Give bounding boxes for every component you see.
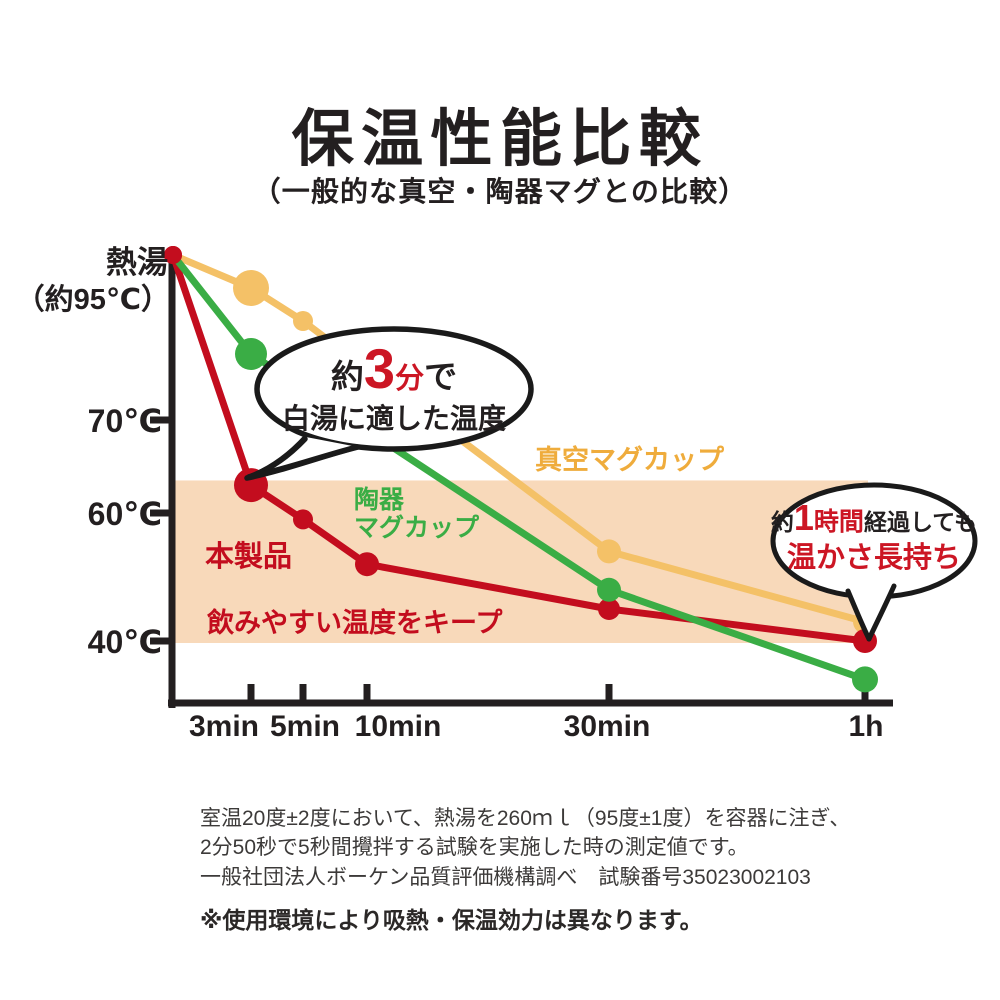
series-label-ceramic-mug: 陶器 マグカップ — [354, 486, 480, 542]
bubble2-seg1: 約 — [770, 509, 794, 535]
ceramic-mug-data-point — [852, 666, 878, 693]
y-tick-label-70: 70℃ — [87, 403, 162, 439]
vacuum-mug-data-point — [233, 270, 269, 306]
x-tick-label-5min: 5min — [269, 710, 341, 743]
y-axis-top-sublabel: （約95℃） — [15, 284, 170, 316]
vacuum-mug-data-point — [293, 311, 313, 331]
bubble-tail-fill — [247, 437, 358, 478]
vacuum-mug-data-point — [597, 539, 621, 564]
x-tick-label-1h: 1h — [848, 710, 884, 743]
ceramic-mug-line — [170, 252, 867, 683]
bubble-tail-edge — [246, 444, 360, 480]
footnote-line: 室温20度±2度において、熱湯を260ｍｌ（95度±1度）を容器に注ぎ、 — [200, 807, 851, 830]
series-label-vacuum-mug: 真空マグカップ — [535, 445, 724, 475]
bubble-tail-edge — [866, 583, 897, 642]
bubble2-number: 1 — [793, 497, 814, 538]
bubble1-line2: 白湯に適した温度 — [281, 403, 506, 434]
product-data-point — [598, 598, 620, 620]
y-axis-top-label: 熱湯 — [106, 245, 168, 280]
speech-bubble-3min — [244, 326, 534, 481]
bubble-tail-edge — [845, 588, 872, 642]
y-tick-label-60: 60℃ — [87, 496, 162, 532]
page-title: 保温性能比較 — [291, 105, 709, 174]
bubble1-seg1: 約 — [330, 358, 364, 395]
band-label-drinkable-temp: 飲みやすい温度をキープ — [207, 608, 503, 638]
bubble1-number: 3 — [363, 337, 396, 400]
series-label-product: 本製品 — [205, 541, 293, 573]
bubble-1h-text: 約1時間経過しても 温かさ長持ち — [764, 500, 984, 573]
speech-bubble-1h — [770, 482, 978, 642]
footnote-block: 室温20度±2度において、熱湯を260ｍｌ（95度±1度）を容器に注ぎ、 2分5… — [200, 804, 850, 892]
ceramic-mug-data-point — [597, 577, 621, 602]
bubble-3min-text: 約3分で 白湯に適した温度 — [244, 341, 544, 433]
bubble2-seg2: 経過しても — [863, 509, 978, 535]
footnote-line: 一般社団法人ボーケン品質評価機構調べ 試験番号35023002103 — [200, 865, 811, 889]
bubble2-unit: 時間 — [813, 508, 864, 536]
page-subtitle: （一般的な真空・陶器マグとの比較） — [252, 176, 748, 207]
ceramic-mug-data-point — [235, 338, 267, 370]
x-tick-label-30min: 30min — [563, 710, 651, 743]
product-data-point — [355, 552, 379, 577]
product-line — [169, 253, 866, 645]
y-tick-label-40: 40℃ — [87, 624, 162, 660]
bubble-body — [254, 326, 534, 452]
product-data-point — [293, 509, 313, 530]
bubble1-unit: 分 — [395, 363, 425, 395]
bubble2-line2: 温かさ長持ち — [786, 542, 961, 574]
x-tick-label-3min: 3min — [188, 710, 260, 743]
bubble1-seg2: で — [424, 358, 458, 395]
footnote-line: 2分50秒で5秒間攪拌する試験を実施した時の測定値です。 — [200, 836, 749, 860]
origin-point — [164, 246, 182, 264]
x-tick-label-10min: 10min — [354, 710, 442, 743]
disclaimer-note: ※使用環境により吸熱・保温効力は異なります。 — [200, 907, 703, 933]
bubble-tail-fill — [847, 585, 895, 640]
